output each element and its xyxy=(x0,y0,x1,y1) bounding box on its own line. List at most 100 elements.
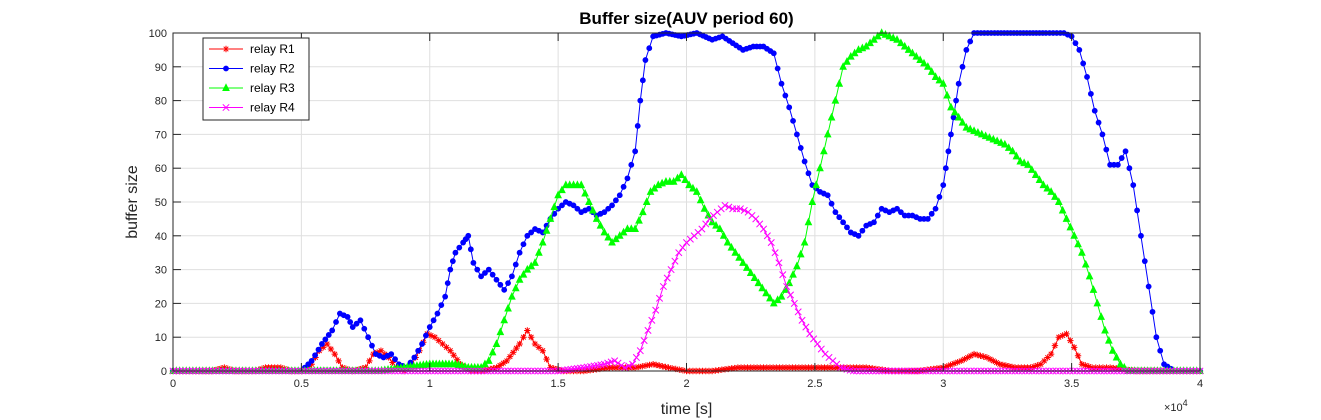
data-point xyxy=(740,206,748,215)
data-point xyxy=(797,145,804,151)
data-point xyxy=(966,124,975,133)
data-point xyxy=(392,356,398,363)
data-point xyxy=(1103,146,1110,153)
data-point xyxy=(798,316,806,324)
data-point xyxy=(824,192,831,199)
data-point xyxy=(756,220,764,228)
data-point xyxy=(430,317,437,324)
data-point xyxy=(671,257,679,265)
data-point xyxy=(1141,258,1148,265)
data-point xyxy=(782,92,789,99)
data-point xyxy=(1054,197,1063,206)
data-point xyxy=(628,364,636,371)
data-point xyxy=(746,268,755,276)
data-point xyxy=(752,215,760,223)
data-point xyxy=(800,237,809,246)
data-point xyxy=(874,212,881,219)
data-point xyxy=(677,170,686,178)
data-point xyxy=(955,80,962,87)
data-point xyxy=(689,183,697,192)
data-point xyxy=(970,126,978,135)
data-point xyxy=(668,365,676,372)
data-point xyxy=(953,97,959,104)
data-point xyxy=(635,215,643,224)
data-point xyxy=(447,266,454,273)
data-point xyxy=(773,364,780,371)
data-point xyxy=(438,302,445,308)
data-point xyxy=(1020,158,1028,167)
data-point xyxy=(840,219,847,226)
data-point xyxy=(600,227,609,236)
data-point xyxy=(1080,60,1087,67)
data-point xyxy=(1092,364,1099,371)
data-point xyxy=(808,364,815,371)
data-point xyxy=(520,334,527,341)
data-point xyxy=(776,364,783,371)
data-point xyxy=(493,364,500,371)
data-point xyxy=(217,365,225,372)
data-point xyxy=(712,220,720,229)
data-point xyxy=(692,187,701,195)
legend-label: relay R2 xyxy=(250,62,295,76)
data-point xyxy=(325,332,332,338)
data-point xyxy=(621,364,629,372)
data-point xyxy=(516,249,523,256)
data-point xyxy=(790,117,796,124)
data-point xyxy=(1004,143,1013,151)
data-point xyxy=(989,134,998,143)
data-point xyxy=(539,347,546,354)
data-point xyxy=(820,146,828,155)
data-point xyxy=(801,158,808,165)
data-point xyxy=(779,271,787,279)
data-point xyxy=(974,128,982,136)
data-point xyxy=(993,136,1002,145)
data-point xyxy=(431,334,439,341)
data-point xyxy=(1145,283,1152,290)
data-point xyxy=(805,364,812,371)
data-point xyxy=(855,232,862,239)
data-point xyxy=(679,367,687,374)
data-point xyxy=(620,183,627,190)
data-point xyxy=(456,244,463,251)
data-point xyxy=(519,269,528,278)
data-point xyxy=(1118,155,1125,161)
data-point xyxy=(889,33,898,42)
y-tick-label: 90 xyxy=(155,62,167,74)
data-point xyxy=(1076,47,1083,53)
data-point xyxy=(1043,183,1052,192)
data-point xyxy=(750,364,758,371)
data-point xyxy=(1039,180,1048,189)
y-tick-label: 0 xyxy=(161,366,167,378)
data-point xyxy=(817,345,825,353)
data-point xyxy=(950,114,957,121)
data-point xyxy=(806,330,814,338)
data-point xyxy=(559,202,565,209)
data-point xyxy=(535,344,543,351)
data-point xyxy=(656,362,663,369)
data-point xyxy=(935,75,944,84)
data-point xyxy=(506,353,514,360)
data-point xyxy=(369,342,375,349)
data-point xyxy=(1082,362,1089,369)
data-point xyxy=(484,356,493,364)
data-point xyxy=(763,364,770,371)
data-point xyxy=(488,347,497,356)
data-point xyxy=(524,232,531,239)
data-point xyxy=(997,138,1005,146)
data-point xyxy=(719,231,728,239)
data-point xyxy=(606,364,613,371)
data-point xyxy=(319,341,325,347)
data-point xyxy=(754,278,763,287)
data-point xyxy=(741,364,748,371)
data-point xyxy=(731,248,740,256)
data-point xyxy=(875,366,883,373)
data-point xyxy=(577,180,586,189)
data-point xyxy=(879,366,886,373)
data-point xyxy=(823,129,832,138)
data-point xyxy=(592,214,601,222)
data-point xyxy=(977,352,984,359)
x-tick-label: 1 xyxy=(427,378,433,390)
data-point xyxy=(1063,330,1070,338)
data-point xyxy=(766,293,774,302)
data-point xyxy=(361,325,368,332)
